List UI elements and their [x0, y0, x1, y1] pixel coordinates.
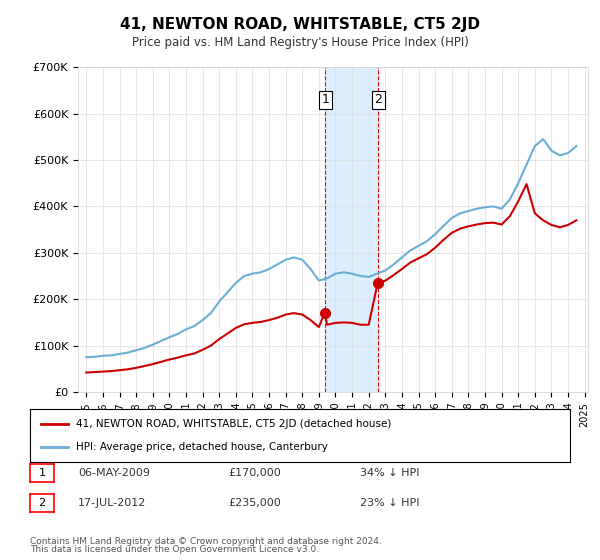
- Text: 17-JUL-2012: 17-JUL-2012: [78, 498, 146, 508]
- Text: 41, NEWTON ROAD, WHITSTABLE, CT5 2JD (detached house): 41, NEWTON ROAD, WHITSTABLE, CT5 2JD (de…: [76, 419, 391, 429]
- Text: Contains HM Land Registry data © Crown copyright and database right 2024.: Contains HM Land Registry data © Crown c…: [30, 537, 382, 546]
- Text: 34% ↓ HPI: 34% ↓ HPI: [360, 468, 419, 478]
- Text: This data is licensed under the Open Government Licence v3.0.: This data is licensed under the Open Gov…: [30, 545, 319, 554]
- Text: 2: 2: [374, 93, 382, 106]
- Text: 2: 2: [38, 498, 46, 508]
- Text: HPI: Average price, detached house, Canterbury: HPI: Average price, detached house, Cant…: [76, 442, 328, 452]
- Text: 23% ↓ HPI: 23% ↓ HPI: [360, 498, 419, 508]
- Text: 41, NEWTON ROAD, WHITSTABLE, CT5 2JD: 41, NEWTON ROAD, WHITSTABLE, CT5 2JD: [120, 17, 480, 32]
- Text: 1: 1: [38, 468, 46, 478]
- Text: £170,000: £170,000: [228, 468, 281, 478]
- Text: 06-MAY-2009: 06-MAY-2009: [78, 468, 150, 478]
- Text: Price paid vs. HM Land Registry's House Price Index (HPI): Price paid vs. HM Land Registry's House …: [131, 36, 469, 49]
- Text: £235,000: £235,000: [228, 498, 281, 508]
- Text: 1: 1: [322, 93, 329, 106]
- Bar: [325, 67, 377, 392]
